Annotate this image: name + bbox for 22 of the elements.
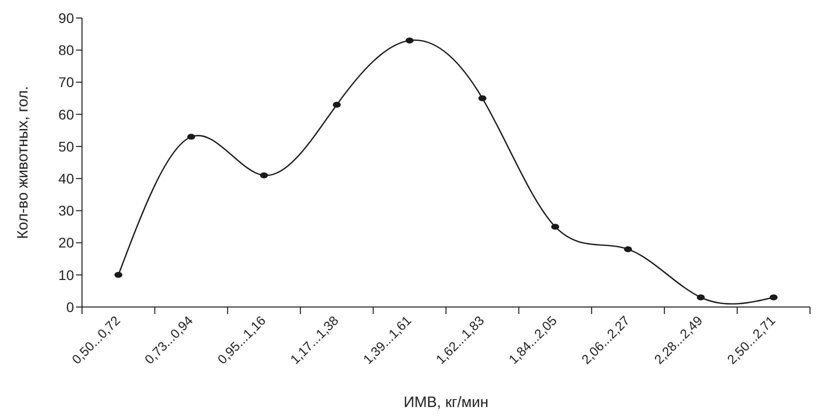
point (770, 294, 778, 300)
y-tick-label: 70 (58, 74, 74, 90)
y-tick-label: 40 (58, 170, 74, 187)
y-tick-label: 50 (58, 138, 74, 154)
y-tick-label: 80 (58, 42, 74, 58)
y-tick-label: 20 (58, 234, 74, 251)
x-axis-title: ИМВ, кг/мин (404, 394, 488, 411)
y-tick-label: 30 (58, 202, 74, 219)
point (478, 95, 486, 102)
y-tick-label: 0 (66, 298, 74, 315)
point (332, 102, 341, 108)
point (187, 134, 196, 140)
point (696, 294, 705, 300)
y-axis-title: Кол-во животных, гол. (14, 86, 32, 239)
y-tick-label: 10 (58, 266, 74, 283)
y-tick-label: 90 (58, 10, 74, 26)
point (114, 272, 122, 278)
point (624, 246, 632, 252)
point (551, 224, 560, 230)
point (260, 172, 268, 178)
y-tick-label: 60 (58, 106, 74, 122)
point (406, 37, 414, 44)
